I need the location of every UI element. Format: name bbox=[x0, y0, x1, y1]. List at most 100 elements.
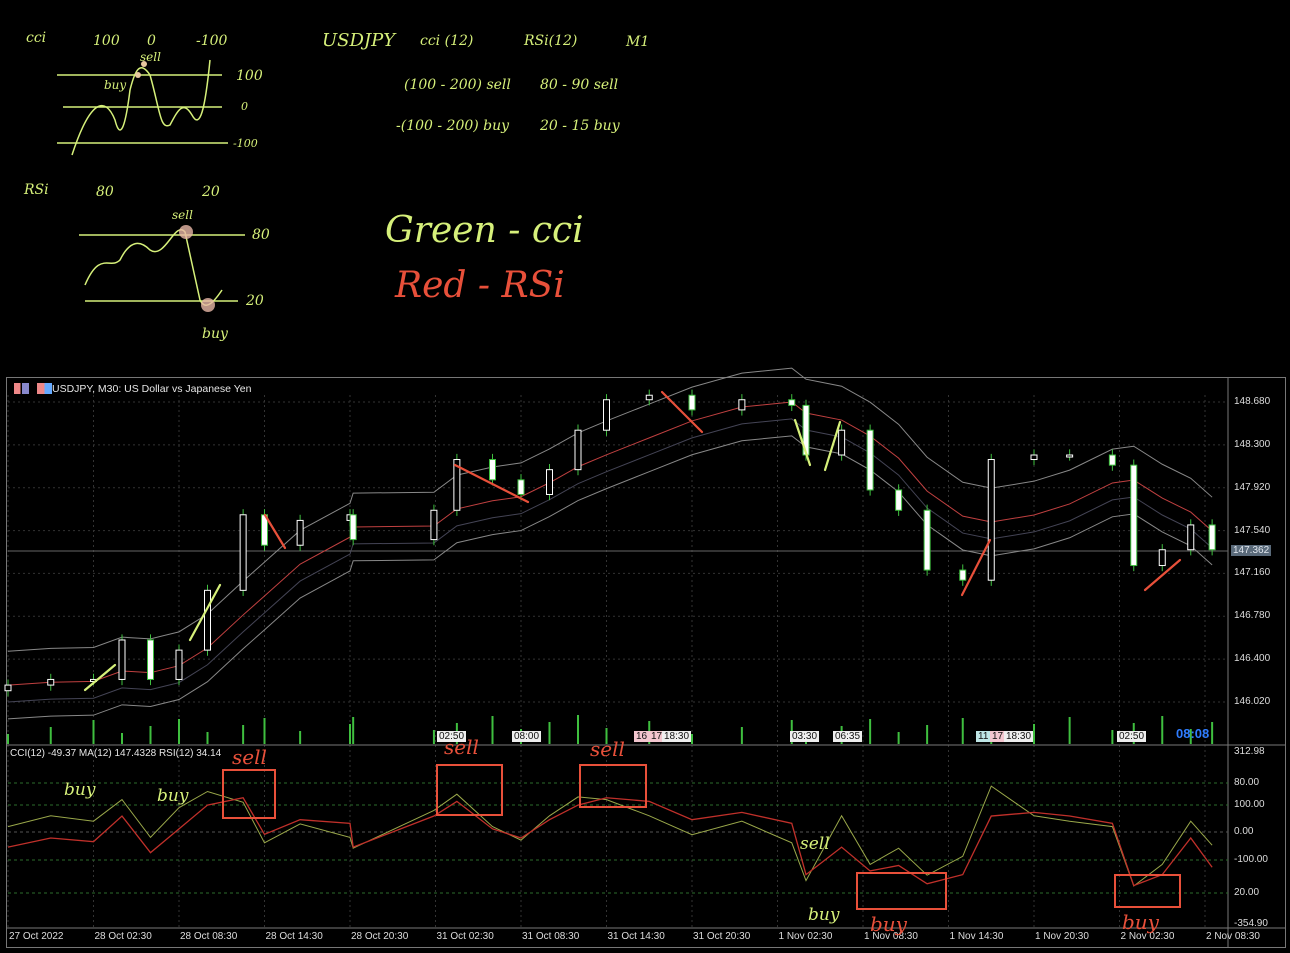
time-marker: 02:50 bbox=[437, 731, 467, 742]
rsi-sell-dot bbox=[179, 225, 193, 239]
candle-body bbox=[923, 509, 931, 571]
candle-body bbox=[895, 489, 903, 511]
time-tick-label: 27 Oct 2022 bbox=[9, 931, 64, 942]
time-tick-label: 31 Oct 02:30 bbox=[436, 931, 494, 942]
note-rule-buy-rsi: 20 - 15 buy bbox=[540, 118, 620, 134]
price-tick-label: 147.540 bbox=[1234, 524, 1271, 536]
note-rsi-sell: sell bbox=[172, 208, 193, 222]
rsi-buy-dot bbox=[201, 298, 215, 312]
time-marker: 18:30 bbox=[1004, 731, 1034, 742]
candle-body bbox=[453, 459, 461, 511]
annotation-arrow bbox=[263, 513, 287, 550]
cci-buy-dot bbox=[135, 72, 141, 78]
candle-body bbox=[603, 399, 610, 431]
candle-body bbox=[1208, 524, 1216, 551]
time-marker: 16 bbox=[634, 731, 650, 742]
annotation-arrow bbox=[960, 538, 992, 597]
candle-body bbox=[430, 509, 438, 541]
indicator-tick-label: -100.00 bbox=[1234, 854, 1268, 865]
candle-body bbox=[838, 429, 846, 456]
candle-body bbox=[239, 514, 247, 591]
note-rsi-80: 80 bbox=[96, 184, 114, 200]
candle-body bbox=[489, 459, 496, 481]
annotation-box bbox=[222, 769, 276, 819]
candle-body bbox=[574, 429, 582, 471]
annotation-box bbox=[1114, 874, 1181, 908]
candle-body bbox=[4, 684, 12, 692]
candle-body bbox=[738, 399, 746, 411]
note-rsi-buy: buy bbox=[202, 326, 228, 342]
candle-body bbox=[204, 589, 211, 651]
time-tick-label: 31 Oct 14:30 bbox=[607, 931, 665, 942]
notes-sketch bbox=[57, 59, 245, 312]
time-tick-label: 28 Oct 08:30 bbox=[180, 931, 238, 942]
time-tick-label: 28 Oct 02:30 bbox=[94, 931, 152, 942]
annotation-sell: sell bbox=[232, 745, 267, 769]
annotation-buy: buy bbox=[870, 912, 907, 936]
note-cci-sell: sell bbox=[140, 50, 161, 64]
slow-ma-line bbox=[7, 418, 1213, 703]
candle-body bbox=[1158, 549, 1166, 567]
note-cci-buy: buy bbox=[104, 78, 127, 92]
time-tick-label: 31 Oct 20:30 bbox=[693, 931, 751, 942]
time-marker: 18:30 bbox=[662, 731, 692, 742]
candle-body bbox=[47, 678, 55, 686]
price-tick-label: 146.020 bbox=[1234, 696, 1271, 707]
note-symbol: USDJPY bbox=[322, 30, 396, 51]
note-rule-sell-rsi: 80 - 90 sell bbox=[540, 77, 619, 93]
note-cci-lvm100: -100 bbox=[233, 137, 258, 150]
indicator-tick-label: 100.00 bbox=[1234, 799, 1265, 810]
upper-band bbox=[7, 367, 1213, 652]
candle-body bbox=[546, 469, 553, 495]
note-rule-buy-cci: -(100 - 200) buy bbox=[396, 118, 510, 134]
note-legend-red: Red - RSi bbox=[395, 265, 565, 306]
price-tick-label: 148.300 bbox=[1234, 438, 1271, 450]
candle-body bbox=[118, 639, 126, 680]
note-rsi-lv80: 80 bbox=[252, 227, 270, 243]
time-marker: 02:50 bbox=[1117, 731, 1147, 742]
chart-title: USDJPY, M30: US Dollar vs Japanese Yen bbox=[52, 383, 252, 395]
annotation-arrow bbox=[660, 390, 704, 434]
time-marker: 03:30 bbox=[790, 731, 820, 742]
candle-body bbox=[175, 649, 183, 680]
time-tick-label: 1 Nov 02:30 bbox=[778, 931, 833, 942]
note-cci-lv100: 100 bbox=[236, 68, 263, 84]
cci-line bbox=[7, 785, 1213, 887]
time-tick-label: 31 Oct 08:30 bbox=[522, 931, 580, 942]
chart-type-icon[interactable] bbox=[37, 383, 52, 394]
price-tick-label: 146.400 bbox=[1234, 653, 1271, 665]
time-marker: 17 bbox=[649, 731, 665, 742]
note-cci-100: 100 bbox=[93, 33, 120, 49]
price-tick-label: 147.160 bbox=[1234, 567, 1271, 579]
time-marker: 06:35 bbox=[833, 731, 863, 742]
time-tick-label: 28 Oct 14:30 bbox=[265, 931, 323, 942]
candle-body bbox=[1130, 464, 1138, 567]
note-cci-param: cci (12) bbox=[420, 33, 474, 49]
cci-sell-dot bbox=[141, 61, 147, 67]
annotation-buy: buy bbox=[1122, 910, 1159, 934]
candle-body bbox=[866, 429, 874, 491]
note-rsi-lv20: 20 bbox=[246, 293, 264, 309]
note-cci-m100: -100 bbox=[196, 33, 228, 49]
annotation-sell: sell bbox=[444, 735, 479, 759]
annotation-arrow bbox=[453, 463, 530, 504]
candle-body bbox=[296, 519, 304, 546]
chart-grid-icon[interactable] bbox=[14, 383, 29, 394]
chart-window[interactable] bbox=[6, 377, 1286, 948]
annotation-box bbox=[856, 872, 947, 910]
note-cci-0: 0 bbox=[147, 33, 156, 49]
annotation-box bbox=[436, 764, 503, 816]
candle-body bbox=[517, 479, 525, 495]
candle-body bbox=[147, 639, 154, 680]
note-legend-green: Green - cci bbox=[385, 210, 584, 251]
candle-body bbox=[987, 459, 995, 581]
time-tick-label: 2 Nov 08:30 bbox=[1206, 931, 1260, 942]
time-marker: 08:00 bbox=[512, 731, 542, 742]
price-tick-label: 147.920 bbox=[1234, 481, 1271, 493]
indicator-label: CCI(12) -49.37 MA(12) 147.4328 RSI(12) 3… bbox=[10, 748, 222, 759]
current-price-tag: 147.362 bbox=[1231, 545, 1272, 556]
note-cci-lv0: 0 bbox=[241, 100, 248, 113]
indicator-tick-label: 80.00 bbox=[1234, 777, 1260, 788]
time-marker: 11 bbox=[976, 731, 991, 742]
